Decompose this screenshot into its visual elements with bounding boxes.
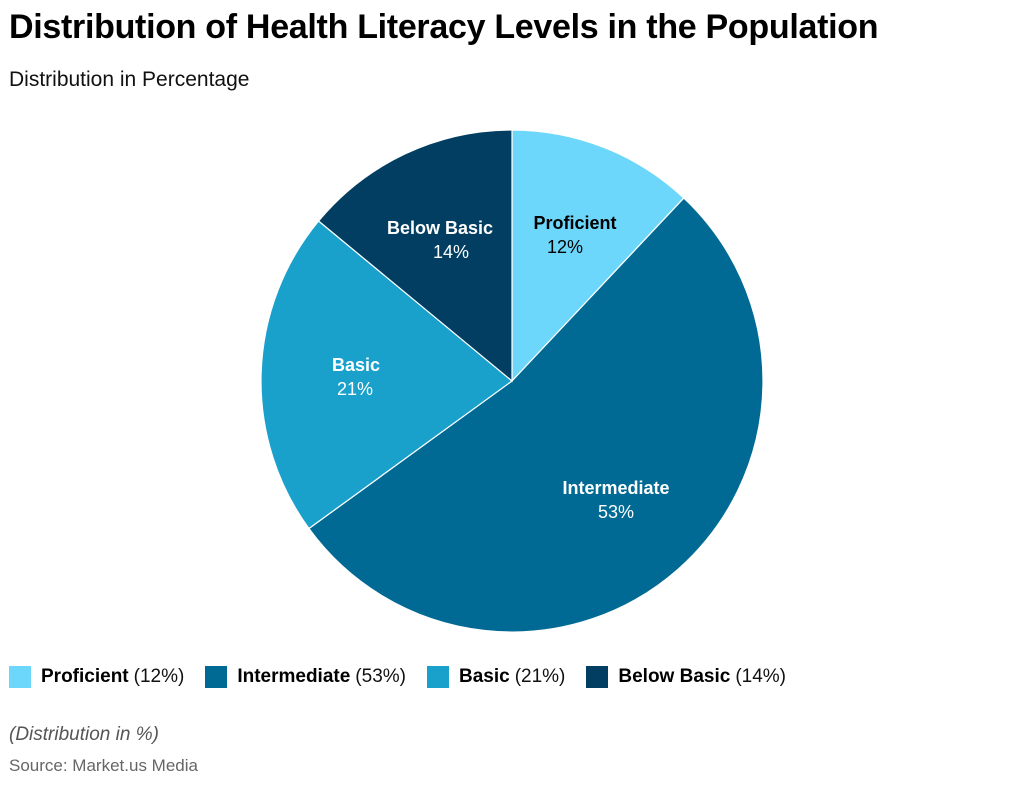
legend-item-proficient: Proficient (12%) [9,666,184,688]
legend-item-basic: Basic (21%) [426,666,566,688]
legend-name: Intermediate [237,666,351,687]
pie-labels: Proficient 12% Intermediate 53% Basic 21… [332,213,670,522]
pie-slice-proficient [511,129,685,383]
slice-value-below-basic: 14% [433,242,469,262]
pie-slice-basic [260,220,513,530]
legend-percentage: (12%) [133,666,185,687]
distribution-note: (Distribution in %) [9,724,159,745]
slice-label-intermediate: Intermediate [562,478,669,498]
source-credit: Source: Market.us Media [9,756,198,775]
slice-value-basic: 21% [337,379,373,399]
pie-slices [260,129,764,633]
legend-swatch-below-basic [586,666,609,688]
slice-label-basic: Basic [332,355,380,375]
chart-legend: Proficient (12%) Intermediate (53%) Basi… [9,666,807,688]
pie-slice-below-basic [317,129,513,383]
legend-item-intermediate: Intermediate (53%) [205,666,406,688]
legend-percentage: (53%) [355,666,406,687]
legend-name: Proficient [41,666,129,687]
chart-title: Distribution of Health Literacy Levels i… [9,8,879,46]
slice-value-proficient: 12% [547,237,583,257]
pie-chart: Proficient 12% Intermediate 53% Basic 21… [260,129,764,633]
legend-swatch-basic [426,666,449,688]
slice-value-intermediate: 53% [598,502,634,522]
legend-name: Below Basic [618,666,731,687]
legend-item-below-basic: Below Basic (14%) [586,666,786,688]
legend-percentage: (21%) [514,666,566,687]
legend-percentage: (14%) [735,666,786,687]
legend-swatch-proficient [9,666,31,688]
legend-name: Basic [458,666,510,687]
chart-subtitle: Distribution in Percentage [9,68,250,91]
slice-label-proficient: Proficient [533,213,616,233]
legend-swatch-intermediate [205,666,228,688]
pie-slice-intermediate [308,197,764,633]
slice-label-below-basic: Below Basic [387,218,493,238]
